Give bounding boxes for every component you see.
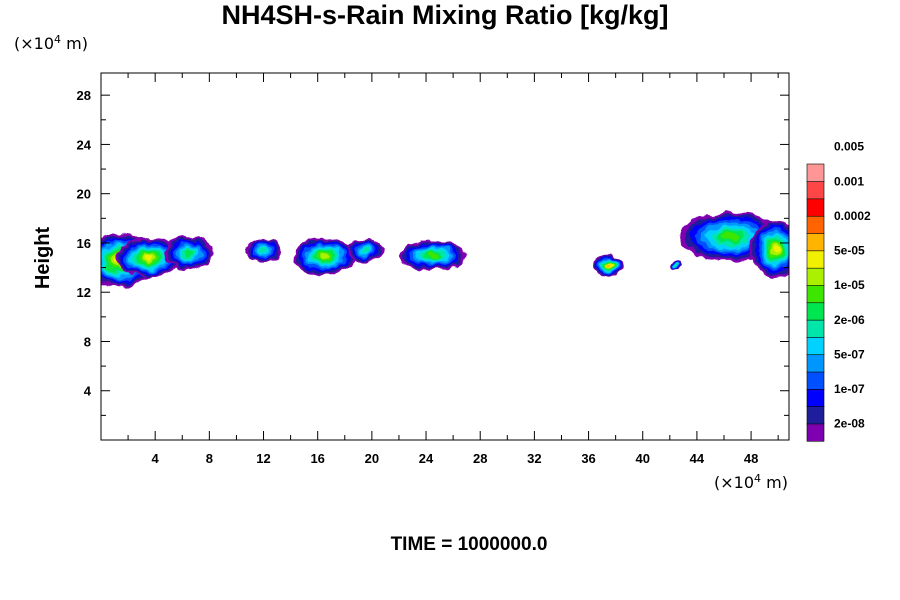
y-tick-label: 4 — [84, 384, 92, 399]
colorbar-swatch — [806, 232, 825, 252]
y-axis-unit: (×104 m) — [14, 33, 88, 53]
colorbar-swatch — [806, 354, 825, 373]
x-tick-label: 32 — [527, 451, 541, 466]
contour-level-10 — [772, 245, 779, 254]
x-tick-label: 44 — [690, 451, 705, 466]
x-axis: 4 8 12 16 20 24 28 32 36 40 44 48 — [127, 73, 779, 466]
x-tick-label: 12 — [256, 451, 270, 466]
y-unit-prefix: (×10 — [14, 34, 54, 53]
colorbar-swatch — [806, 388, 825, 407]
colorbar-swatch — [806, 336, 825, 356]
colorbar-swatch — [806, 284, 825, 304]
colorbar-swatch — [806, 267, 825, 286]
colorbar-label: 0.005 — [834, 140, 864, 154]
colorbar-swatch — [806, 406, 825, 425]
contour-level-7 — [184, 249, 194, 256]
colorbar-label: 1e-05 — [834, 278, 865, 292]
colorbar-swatch — [806, 250, 825, 269]
colorbar-swatch — [806, 302, 825, 321]
colorbar-swatch — [806, 215, 825, 234]
plot-frame — [100, 72, 790, 441]
y-tick-label: 12 — [77, 285, 91, 300]
field-shapes — [101, 212, 789, 288]
y-tick-label: 28 — [77, 88, 91, 103]
contour-level-8 — [427, 252, 439, 258]
colorbar: 2e-08 1e-07 5e-07 2e-06 1e-05 5e-05 0.0002 0.00… — [806, 140, 871, 442]
colorbar-swatch — [806, 423, 825, 442]
colorbar-swatch — [806, 198, 825, 217]
x-tick-label: 40 — [635, 451, 649, 466]
x-tick-label: 20 — [365, 451, 379, 466]
y-tick-label: 16 — [77, 236, 91, 251]
x-tick-label: 4 — [152, 451, 160, 466]
y-unit-exponent: 4 — [54, 33, 61, 46]
x-tick-label: 28 — [473, 451, 487, 466]
colorbar-label: 2e-06 — [834, 313, 865, 327]
y-tick-label: 24 — [77, 137, 92, 152]
x-tick-label: 36 — [581, 451, 595, 466]
contour-level-9 — [319, 253, 330, 260]
colorbar-label: 2e-08 — [834, 417, 865, 431]
y-unit-suffix: m) — [61, 34, 88, 53]
colorbar-swatch — [806, 319, 825, 338]
y-axis: 4 8 12 16 20 24 28 — [77, 88, 789, 416]
contour-level-6 — [674, 264, 677, 267]
colorbar-label: 0.0002 — [834, 209, 871, 223]
colorbar-label: 5e-07 — [834, 347, 865, 361]
colorbar-label: 1e-07 — [834, 382, 865, 396]
colorbar-label: 5e-05 — [834, 244, 865, 258]
contour-level-11 — [606, 263, 611, 267]
colorbar-label: 0.001 — [834, 174, 864, 188]
mixing-ratio-field — [101, 212, 789, 288]
colorbar-swatch — [806, 181, 825, 200]
x-unit-exponent: 4 — [754, 472, 761, 485]
x-tick-label: 8 — [206, 451, 213, 466]
y-axis-label: Height — [32, 227, 54, 290]
x-tick-label: 24 — [419, 451, 434, 466]
chart-title: NH4SH-s-Rain Mixing Ratio [kg/kg] — [221, 0, 668, 30]
colorbar-swatch — [806, 163, 825, 182]
y-tick-label: 8 — [84, 334, 91, 349]
contour-level-6 — [361, 247, 369, 253]
contour-level-8 — [722, 232, 740, 241]
x-unit-prefix: (×10 — [714, 473, 754, 492]
x-tick-label: 16 — [310, 451, 324, 466]
x-axis-unit: (×104 m) — [714, 472, 788, 492]
x-unit-suffix: m) — [761, 473, 788, 492]
contour-level-10 — [143, 255, 153, 261]
y-tick-label: 20 — [77, 187, 91, 202]
time-label: TIME = 1000000.0 — [391, 534, 548, 555]
contour-level-6 — [259, 247, 268, 253]
x-tick-label: 48 — [744, 451, 758, 466]
colorbar-swatch — [806, 371, 825, 390]
